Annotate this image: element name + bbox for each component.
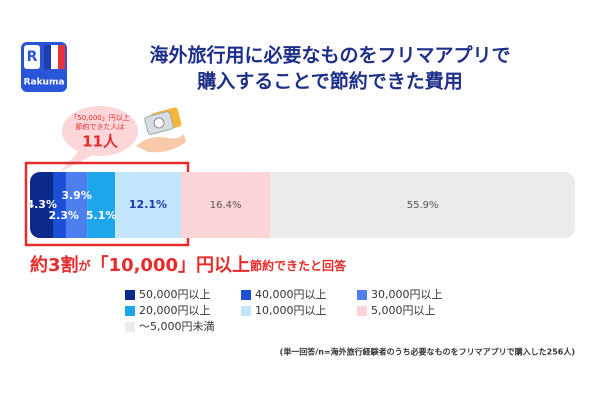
headline: 約3割が「10,000」円以上節約できたと回答 <box>30 254 347 276</box>
bubble-tail <box>60 150 95 172</box>
flag-red <box>58 45 65 69</box>
chart-title: 海外旅行用に必要なものをフリマアプリで <box>149 44 510 67</box>
legend-swatch <box>125 290 135 300</box>
footnote: (単一回答/n=海外旅行経験者のうち必要なものをフリマアプリで購入した256人) <box>280 347 575 357</box>
logo-tile <box>24 45 40 69</box>
bar-group: 4.3%2.3% 3.9% 5.1% 12.1% 16.4% 55.9% <box>26 172 575 238</box>
chart-title: 購入することで節約できた費用 <box>197 70 462 93</box>
value-label: 2.3% <box>48 209 79 222</box>
flag-white <box>51 45 58 69</box>
legend-label: 5,000円以上 <box>371 304 436 317</box>
legend-swatch <box>125 322 135 332</box>
bubble-text: 「50,000」円以上 <box>70 113 130 122</box>
bubble-bg <box>62 106 138 156</box>
value-label: 5.1% <box>86 209 117 222</box>
legend-swatch <box>241 290 251 300</box>
headline-part: 約3割 <box>30 254 79 276</box>
bar-segment <box>270 172 575 238</box>
segments <box>30 172 575 238</box>
bar-segment <box>115 172 181 238</box>
legend-swatch <box>357 306 367 316</box>
icon-hand <box>136 134 186 153</box>
bubble-text: 節約できた人は <box>76 122 125 131</box>
value-label: 12.1% <box>129 198 167 211</box>
value-label: 3.9% <box>61 189 92 202</box>
value-label: 4.3% <box>26 198 57 211</box>
bar-segment <box>180 172 271 238</box>
legend: 50,000円以上 40,000円以上 30,000円以上 20,000円以上 10,0… <box>125 288 443 333</box>
bar-segment <box>87 172 116 238</box>
legend-label: 10,000円以上 <box>255 304 327 317</box>
logo-name: Rakuma <box>24 78 65 88</box>
legend-label: 50,000円以上 <box>139 288 211 301</box>
bar-segment <box>53 172 66 238</box>
legend-swatch <box>125 306 135 316</box>
icon-coin <box>153 117 165 129</box>
icon <box>136 107 186 153</box>
headline-part: 「10,000」円以上 <box>91 254 250 276</box>
bar-segment <box>30 172 54 238</box>
legend-swatch <box>357 290 367 300</box>
legend-label: 20,000円以上 <box>139 304 211 317</box>
bubble-count: 11人 <box>82 133 119 151</box>
legend-label: 〜5,000円未満 <box>139 320 215 333</box>
value-label: 16.4% <box>210 200 242 211</box>
logo: R Rakuma <box>21 42 67 92</box>
headline-part: が <box>79 258 91 273</box>
legend-swatch <box>241 306 251 316</box>
logo-mark: R <box>27 49 38 65</box>
value-label: 55.9% <box>407 200 439 211</box>
bar-segment <box>65 172 88 238</box>
legend-label: 40,000円以上 <box>255 288 327 301</box>
flag-blue <box>44 45 51 69</box>
headline-part: 節約できたと回答 <box>250 258 347 273</box>
legend-label: 30,000円以上 <box>371 288 443 301</box>
bubble: 「50,000」円以上 節約できた人は 11人 <box>60 106 138 172</box>
